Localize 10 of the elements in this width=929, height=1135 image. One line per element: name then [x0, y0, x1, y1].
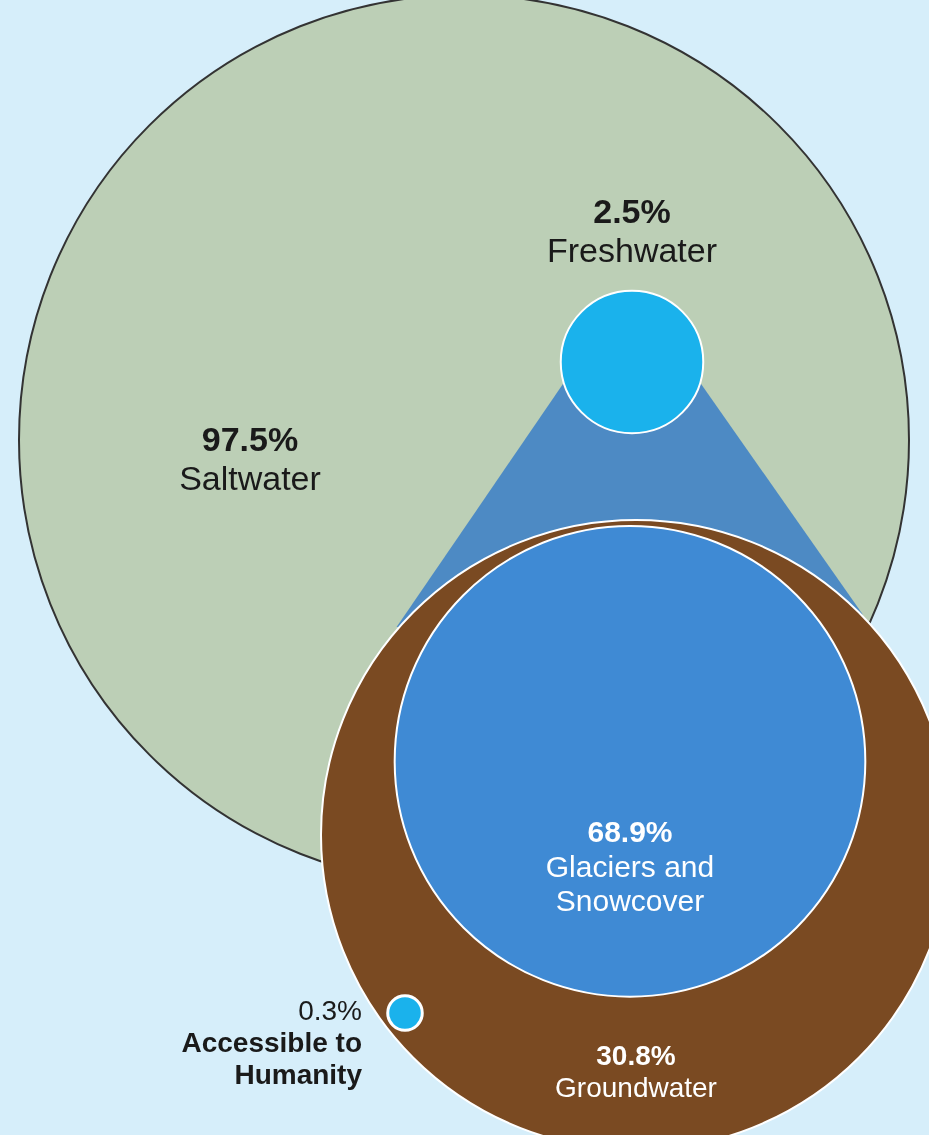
- data-label: 30.8%: [595, 1040, 677, 1073]
- category-label: Saltwater: [178, 459, 322, 499]
- data-label: 0.3%: [297, 995, 362, 1028]
- data-label: 97.5%: [200, 420, 300, 460]
- data-label: 68.9%: [586, 815, 674, 850]
- category-label: Groundwater: [554, 1072, 718, 1105]
- category-label: Glaciers and Snowcover: [544, 849, 716, 919]
- category-label: Freshwater: [545, 231, 719, 271]
- data-label: 2.5%: [592, 192, 672, 232]
- category-label: Accessible to Humanity: [180, 1027, 362, 1092]
